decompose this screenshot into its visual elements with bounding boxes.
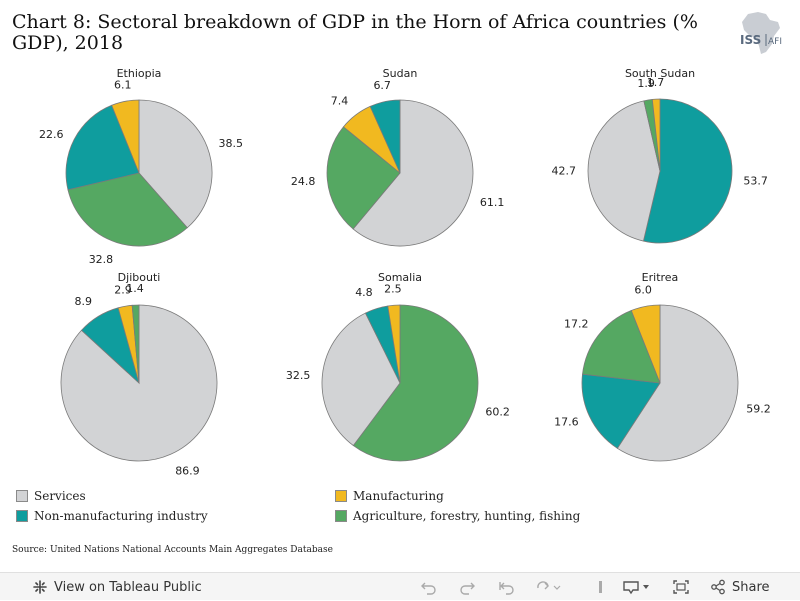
pie-charts: Ethiopia 38.5 32.8 22.6 6.1 Sudan 61.1 24.8 7.4 6…: [39, 67, 771, 477]
legend-swatch: [335, 490, 347, 502]
tableau-logo-icon: [33, 580, 47, 594]
pie-data-label: 7.4: [331, 95, 349, 108]
pie-slice-non-manufacturing-industry[interactable]: [65, 104, 140, 191]
pie-data-label: 38.5: [219, 137, 244, 150]
legend-swatch: [335, 510, 347, 522]
pie-data-label: 6.1: [114, 79, 132, 92]
view-on-tableau-link[interactable]: View on Tableau Public: [32, 573, 202, 601]
pie-somalia: Somalia 60.2 32.5 4.8 2.5: [286, 271, 510, 462]
pie-data-label: 59.2: [746, 403, 771, 416]
pie-data-label: 2.9: [114, 283, 132, 296]
fullscreen-icon: [673, 580, 689, 594]
pie-data-label: 32.5: [286, 369, 311, 382]
share-icon: [711, 579, 725, 595]
legend-item-non-manufacturing-industry[interactable]: Non-manufacturing industry: [16, 509, 208, 523]
pie-slice-services[interactable]: [321, 312, 401, 447]
legend-item-agriculture-forestry-hunting-fishing[interactable]: Agriculture, forestry, hunting, fishing: [335, 509, 580, 523]
pie-data-label: 42.7: [552, 165, 577, 178]
pie-data-label: 2.5: [384, 282, 402, 295]
pie-slice-manufacturing[interactable]: [387, 304, 401, 384]
pie-slice-non-manufacturing-industry[interactable]: [581, 373, 661, 449]
pie-data-label: 6.0: [634, 284, 652, 297]
pause-button[interactable]: [596, 573, 606, 601]
pie-eritrea: Eritrea 59.2 17.6 17.2 6.0: [554, 271, 771, 462]
pie-title: Djibouti: [118, 271, 161, 284]
pie-title: Ethiopia: [117, 67, 162, 80]
pie-slice-services[interactable]: [616, 304, 739, 462]
pie-ethiopia: Ethiopia 38.5 32.8 22.6 6.1: [39, 67, 243, 266]
pie-data-label: 17.6: [554, 415, 579, 428]
logo-subtext: AFI: [768, 37, 782, 47]
logo-text: ISS: [740, 33, 761, 47]
pie-slice-agriculture-forestry-hunting-fishing[interactable]: [582, 309, 661, 384]
pie-data-label: 86.9: [175, 464, 200, 477]
pie-data-label: 8.9: [75, 295, 93, 308]
redo-icon: [460, 582, 475, 595]
pie-slice-services[interactable]: [352, 99, 474, 247]
pie-data-label: 6.7: [373, 79, 391, 92]
redo-button[interactable]: [458, 573, 476, 601]
fullscreen-button[interactable]: [672, 573, 690, 601]
view-on-tableau-label: View on Tableau Public: [54, 579, 202, 595]
share-label: Share: [732, 579, 770, 595]
pie-data-label: 24.8: [291, 175, 316, 188]
pie-data-label: 53.7: [743, 175, 768, 188]
tableau-toolbar: View on Tableau Public Share: [0, 572, 800, 600]
download-button[interactable]: [622, 573, 652, 601]
legend: Services Non-manufacturing industry Manufa…: [0, 484, 800, 524]
legend-label: Services: [34, 489, 86, 503]
pie-slice-services[interactable]: [587, 100, 661, 242]
legend-item-manufacturing[interactable]: Manufacturing: [335, 489, 444, 503]
refresh-icon: [537, 581, 561, 590]
pie-slice-agriculture-forestry-hunting-fishing[interactable]: [326, 126, 401, 230]
revert-icon: [499, 582, 514, 595]
pie-data-label: 60.2: [485, 405, 510, 418]
pie-slice-manufacturing[interactable]: [630, 304, 661, 384]
revert-button[interactable]: [498, 573, 516, 601]
legend-label: Non-manufacturing industry: [34, 509, 208, 523]
pie-data-label: 32.8: [89, 253, 114, 266]
pie-data-label: 61.1: [480, 196, 505, 209]
pie-slice-non-manufacturing-industry[interactable]: [369, 99, 401, 174]
pie-slice-manufacturing[interactable]: [651, 98, 661, 172]
pie-data-label: 1.7: [647, 76, 665, 89]
pie-sudan: Sudan 61.1 24.8 7.4 6.7: [291, 67, 505, 247]
undo-icon: [421, 582, 436, 595]
pie-title: Eritrea: [642, 271, 679, 284]
iss-logo: ISS AFI: [740, 12, 782, 54]
pie-slice-services[interactable]: [60, 304, 218, 462]
pie-south-sudan: South Sudan 53.7 42.7 1.91.7: [552, 67, 768, 244]
share-button[interactable]: Share: [710, 573, 770, 601]
pie-title: Sudan: [383, 67, 418, 80]
pie-data-label: 1.4: [126, 282, 144, 295]
source-note: Source: United Nations National Accounts…: [12, 545, 333, 555]
legend-swatch: [16, 510, 28, 522]
pie-slice-services[interactable]: [138, 99, 213, 229]
africa-map-icon: [742, 12, 780, 54]
pie-data-label: 17.2: [564, 317, 589, 330]
page-title: Chart 8: Sectoral breakdown of GDP in th…: [12, 11, 698, 54]
pie-data-label: 4.8: [355, 286, 373, 299]
pie-title: South Sudan: [625, 67, 695, 80]
pie-slice-agriculture-forestry-hunting-fishing[interactable]: [67, 172, 188, 247]
refresh-button[interactable]: [536, 573, 562, 601]
pie-data-label: 1.9: [637, 77, 655, 90]
pie-slice-manufacturing[interactable]: [111, 99, 140, 174]
legend-item-services[interactable]: Services: [16, 489, 86, 503]
pause-icon: [599, 581, 602, 593]
download-icon: [623, 581, 649, 595]
legend-label: Agriculture, forestry, hunting, fishing: [353, 509, 581, 523]
legend-swatch: [16, 490, 28, 502]
pie-data-label: 22.6: [39, 128, 64, 141]
legend-label: Manufacturing: [353, 489, 444, 503]
undo-button[interactable]: [420, 573, 438, 601]
pie-djibouti: Djibouti 86.9 8.9 2.91.4: [60, 271, 218, 477]
pie-title: Somalia: [378, 271, 422, 284]
pie-slice-agriculture-forestry-hunting-fishing[interactable]: [131, 304, 140, 384]
pie-slice-non-manufacturing-industry[interactable]: [642, 98, 733, 244]
pie-slice-agriculture-forestry-hunting-fishing[interactable]: [352, 304, 479, 462]
